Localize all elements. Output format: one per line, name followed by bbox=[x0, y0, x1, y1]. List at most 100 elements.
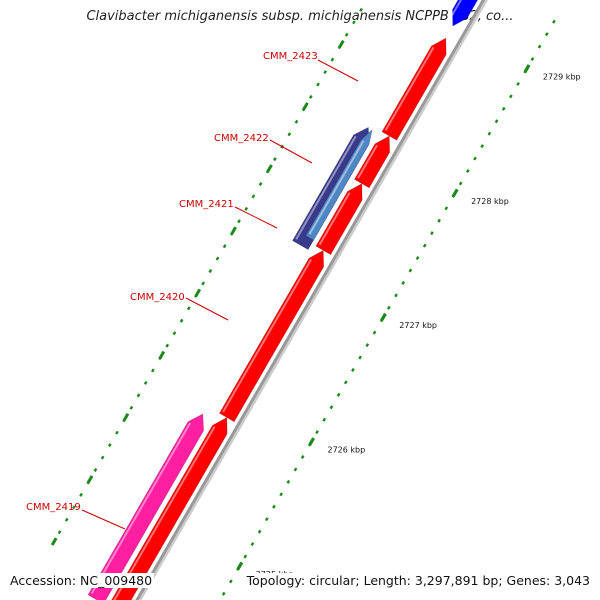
outer-tick-dot bbox=[537, 44, 542, 49]
gene-arrow-cmm-2419-pink-highlight bbox=[90, 422, 192, 594]
gene-arrow-cmm-2423-body bbox=[381, 37, 447, 141]
outer-tick-dot bbox=[501, 106, 506, 111]
gene-features bbox=[87, 0, 503, 600]
inner-major-tick bbox=[122, 412, 130, 422]
minor-tick-dots bbox=[50, 7, 556, 596]
gene-leader-line bbox=[269, 139, 313, 164]
kbp-tick-label: 2728 kbp bbox=[471, 197, 509, 206]
inner-major-tick bbox=[50, 537, 58, 546]
gene-arrow-cmm-2420-body bbox=[219, 249, 324, 423]
outer-tick-dot bbox=[387, 305, 391, 310]
inner-major-tick bbox=[266, 164, 273, 173]
gene-arrow-cmm-2423[interactable] bbox=[381, 37, 447, 141]
outer-tick-dot bbox=[473, 156, 477, 161]
inner-tick-dot bbox=[294, 119, 299, 124]
inner-tick-dot bbox=[201, 281, 205, 286]
inner-tick-dot bbox=[258, 181, 263, 186]
outer-tick-dot bbox=[243, 554, 248, 559]
inner-tick-dot bbox=[107, 443, 112, 448]
gene-leader-line bbox=[81, 509, 126, 530]
gene-label-cmm-2420[interactable]: CMM_2420 bbox=[130, 292, 185, 303]
inner-tick-dot bbox=[308, 94, 313, 99]
kbp-major-tick bbox=[523, 64, 531, 73]
outer-tick-dot bbox=[279, 492, 283, 497]
outer-tick-dot bbox=[494, 119, 499, 124]
gene-arrow-cmm-2420-highlight bbox=[222, 258, 312, 413]
gene-arrow-cmm-2419-pink[interactable] bbox=[87, 413, 204, 600]
inner-tick-dot bbox=[222, 244, 227, 249]
inner-tick-dot bbox=[344, 32, 349, 37]
gene-arrow-cmm-2424-body bbox=[452, 0, 478, 27]
inner-major-tick bbox=[338, 39, 345, 49]
inner-tick-dot bbox=[237, 219, 241, 224]
inner-tick-dot bbox=[93, 468, 98, 472]
gene-leader-line bbox=[185, 297, 229, 321]
genome-summary: Topology: circular; Length: 3,297,891 bp… bbox=[244, 573, 592, 588]
outer-tick-dot bbox=[329, 405, 334, 410]
gene-arrow-cmm-2424-highlight bbox=[448, 0, 463, 21]
inner-tick-dot bbox=[273, 157, 277, 162]
gene-arrow-cmm-2419-pink-body bbox=[87, 413, 204, 600]
outer-tick-dot bbox=[437, 218, 441, 223]
gene-arrow-cmm-2423-highlight bbox=[384, 46, 435, 131]
inner-tick-dot bbox=[57, 530, 62, 535]
accession-label: Accession: NC_009480 bbox=[8, 573, 155, 588]
outer-tick-dot bbox=[257, 529, 262, 534]
kbp-major-tick bbox=[236, 561, 244, 571]
outer-tick-dot bbox=[300, 455, 305, 460]
inner-tick-dot bbox=[287, 132, 292, 137]
inner-tick-dot bbox=[151, 368, 155, 373]
gene-arrow-cmm-2421[interactable] bbox=[315, 183, 363, 255]
inner-tick-dot bbox=[115, 430, 119, 435]
inner-tick-dot bbox=[215, 256, 220, 261]
gene-arrow-cmm-2421-steel[interactable] bbox=[305, 128, 373, 241]
outer-tick-dot bbox=[480, 144, 485, 149]
gene-arrow-cmm-2422[interactable] bbox=[354, 135, 390, 189]
gene-arrow-cmm-2421-steel-body bbox=[305, 128, 373, 241]
gene-labels: CMM_2419 CMM_2420 CMM_2421 CMM_2422 CMM_2423 bbox=[26, 51, 318, 513]
outer-tick-dot bbox=[530, 57, 535, 62]
kbp-tick-label: 2729 kbp bbox=[543, 72, 581, 81]
backbone-shadow bbox=[138, 0, 489, 600]
gene-label-cmm-2421[interactable]: CMM_2421 bbox=[179, 199, 234, 210]
outer-tick-dot bbox=[458, 181, 463, 186]
inner-tick-dot bbox=[172, 331, 177, 336]
outer-tick-dot bbox=[343, 380, 348, 385]
backbone bbox=[135, 0, 489, 600]
outer-tick-dot bbox=[444, 206, 449, 211]
outer-tick-dot bbox=[509, 94, 513, 99]
inner-tick-dot bbox=[136, 393, 141, 398]
inner-tick-dot bbox=[100, 455, 105, 460]
inner-tick-dot bbox=[165, 343, 170, 348]
inner-major-tick bbox=[158, 350, 166, 360]
outer-tick-dot bbox=[401, 280, 406, 285]
inner-major-tick bbox=[302, 102, 309, 111]
outer-tick-dot bbox=[272, 504, 276, 509]
outer-tick-dot bbox=[336, 392, 341, 397]
gene-label-cmm-2419[interactable]: CMM_2419 bbox=[26, 502, 81, 513]
inner-tick-dot bbox=[244, 206, 249, 211]
outer-tick-dot bbox=[365, 343, 370, 348]
inner-major-tick bbox=[230, 226, 237, 235]
gene-arrow-cmm-2421-steel-highlight bbox=[308, 140, 365, 235]
outer-tick-dot bbox=[315, 430, 319, 435]
gene-arrow-cmm-2420[interactable] bbox=[219, 249, 324, 423]
outer-tick-dot bbox=[430, 231, 434, 236]
outer-tick-dot bbox=[408, 268, 413, 273]
outer-tick-dot bbox=[544, 32, 549, 37]
outer-tick-dot bbox=[415, 256, 420, 261]
gene-arrow-cmm-2421-body bbox=[315, 183, 363, 255]
gene-leader-line bbox=[317, 59, 359, 82]
outer-tick-dot bbox=[221, 591, 226, 596]
outer-tick-dot bbox=[394, 293, 398, 298]
inner-tick-dot bbox=[352, 20, 356, 25]
gene-label-cmm-2423[interactable]: CMM_2423 bbox=[263, 51, 318, 62]
outer-tick-dot bbox=[372, 330, 377, 335]
gene-arrow-cmm-2424[interactable] bbox=[448, 0, 503, 27]
outer-tick-dot bbox=[293, 467, 298, 472]
inner-tick-dot bbox=[251, 194, 256, 199]
outer-tick-dot bbox=[487, 131, 492, 136]
gene-label-cmm-2422[interactable]: CMM_2422 bbox=[214, 133, 269, 144]
gene-arrow-cmm-2421-highlight bbox=[318, 192, 351, 246]
